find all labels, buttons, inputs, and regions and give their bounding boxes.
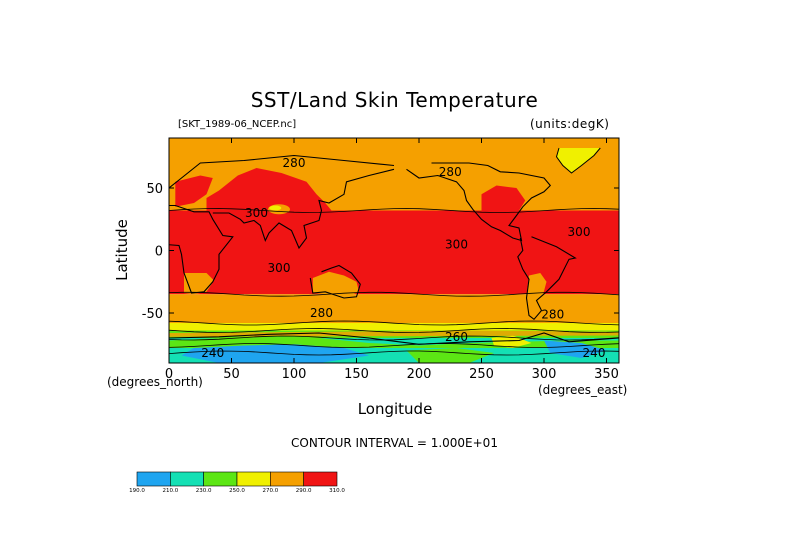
colorbar-label-0: 190.0	[129, 488, 145, 494]
chart-title: SST/Land Skin Temperature	[250, 88, 539, 112]
y-tick-label--50: -50	[142, 307, 163, 322]
greenland	[556, 148, 601, 173]
coastline-6	[169, 332, 619, 345]
contour-line-5	[169, 343, 619, 348]
x-tick-label-250: 250	[469, 367, 494, 382]
dataset-label: [SKT_1989-06_NCEP.nc]	[178, 119, 297, 130]
antarctica-patch-1	[406, 348, 494, 363]
contour-label-9: 240	[201, 346, 224, 360]
antarctica-ice-edge	[169, 330, 619, 337]
contour-label-0: 280	[283, 156, 306, 170]
contour-interval: CONTOUR INTERVAL = 1.000E+01	[291, 436, 498, 450]
cool-region-samerica	[526, 273, 547, 320]
antarctica-coldest	[181, 344, 369, 363]
contour-line-2	[169, 320, 619, 326]
colorbar-swatch-2	[203, 471, 238, 487]
contour-line-3	[169, 328, 619, 333]
units-label: (units:degK)	[530, 117, 610, 131]
contour-label-2: 300	[245, 206, 268, 220]
x-tick-label-200: 200	[407, 367, 432, 382]
colorbar-label-4: 270.0	[262, 488, 278, 494]
colorbar-label-5: 290.0	[296, 488, 312, 494]
contour-line-4	[169, 335, 619, 341]
y-unit-label: (degrees_east)	[538, 383, 628, 397]
x-axis-label: Longitude	[357, 400, 433, 418]
x-tick-label-150: 150	[344, 367, 369, 382]
colorbar-label-6: 310.0	[329, 488, 345, 494]
x-unit-label: (degrees_north)	[107, 375, 203, 389]
coastline-2	[212, 168, 395, 250]
y-tick-label-0: 0	[155, 245, 163, 260]
contour-label-6: 280	[310, 306, 333, 320]
warm-region-europe	[175, 175, 213, 207]
contour-line-0	[169, 208, 619, 213]
y-axis-label: Latitude	[113, 219, 131, 281]
antarctica-patch-3	[544, 340, 607, 358]
contour-label-8: 260	[445, 330, 468, 344]
map-plot-area: 280 280 300 300 300 300 280 280 260 240 240	[168, 137, 620, 364]
warm-region-namerica	[481, 185, 526, 211]
colorbar-swatch-0	[136, 471, 171, 487]
coastline-5	[517, 236, 577, 321]
contour-label-5: 300	[268, 261, 291, 275]
contour-line-1	[169, 291, 619, 297]
x-tick-label-350: 350	[594, 367, 619, 382]
colorbar-swatch-1	[170, 471, 204, 487]
colorbar-swatch-5	[303, 471, 338, 487]
antarctica-patch-2	[491, 335, 532, 348]
contour-line-6	[169, 350, 619, 356]
greenland-coast	[555, 147, 601, 174]
contour-label-3: 300	[445, 237, 468, 251]
warm-region-asia	[206, 168, 332, 211]
x-tick-label-100: 100	[282, 367, 307, 382]
temperature-band-1	[169, 210, 619, 295]
axis-ticks: 0 50 100 150 200 250 300 350 -50 0 50	[142, 138, 619, 382]
cold-patch-tibet-core	[269, 205, 282, 211]
coastline-0	[169, 154, 395, 189]
temperature-band-2	[169, 294, 619, 323]
y-tick-label-50: 50	[146, 182, 163, 197]
coastline-3	[309, 264, 361, 299]
x-tick-label-300: 300	[532, 367, 557, 382]
contour-label-7: 280	[541, 307, 564, 321]
colorbar-label-3: 250.0	[229, 488, 245, 494]
contour-label-10: 240	[583, 346, 606, 360]
x-tick-label-0: 0	[165, 367, 173, 382]
colorbar-swatch-4	[270, 471, 304, 487]
colorbar: 190.0 210.0 230.0 250.0 270.0 290.0 310.0	[129, 471, 345, 494]
colorbar-swatch-3	[236, 471, 271, 487]
contour-label-1: 280	[439, 165, 462, 179]
colorbar-label-1: 210.0	[162, 488, 178, 494]
contour-label-4: 300	[568, 225, 591, 239]
coastline-1	[169, 204, 234, 294]
map-field: 280 280 300 300 300 300 280 280 260 240 240	[169, 138, 619, 363]
temperature-band-3	[169, 323, 619, 331]
x-tick-label-50: 50	[223, 367, 240, 382]
coastline-4	[406, 162, 552, 242]
colorbar-label-2: 230.0	[196, 488, 212, 494]
